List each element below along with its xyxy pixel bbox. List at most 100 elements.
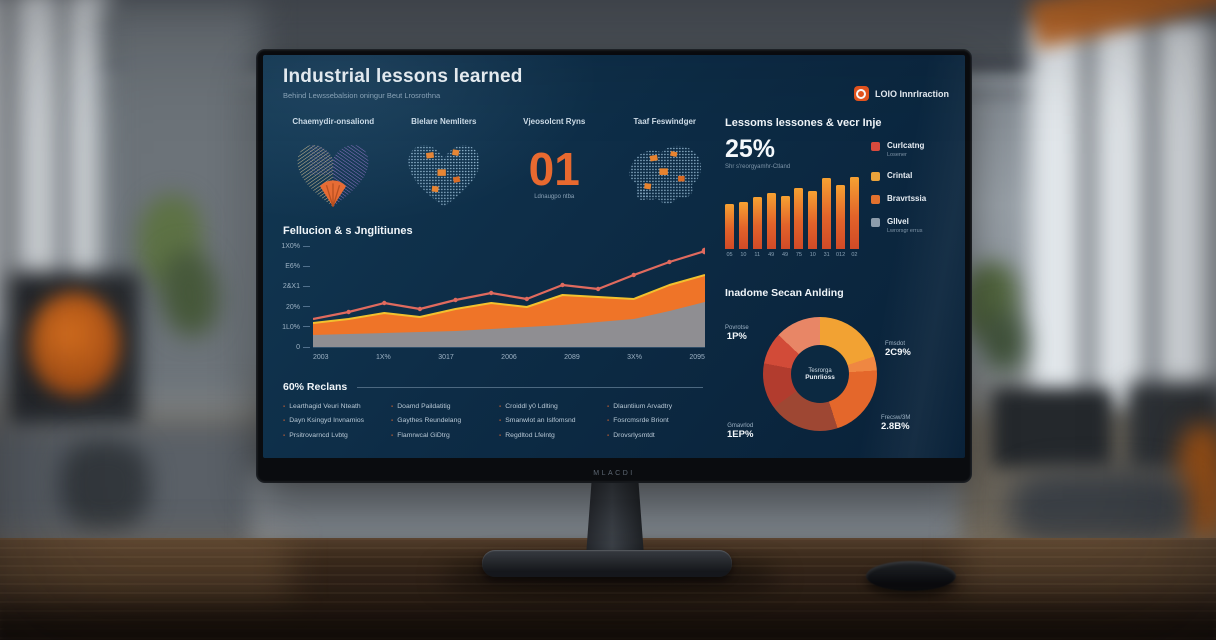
bar-chart-categories: 05 10 11 49 49 75 10 31 012 02: [725, 252, 859, 258]
stat-value: 25%: [725, 135, 776, 163]
region-item: - Regdltod Lfelntg: [499, 429, 595, 443]
region-item: - Doamd Paildatitig: [391, 400, 487, 414]
right-panel-title: Lessoms lessones & vecr Inje: [725, 117, 882, 129]
stat-col-dotted-heart: Blelare Nemliters: [394, 117, 495, 214]
logo-icon: [853, 86, 869, 101]
plant-left: [160, 250, 218, 336]
bar: [780, 196, 790, 249]
y-axis-tick: 20%: [286, 304, 310, 311]
legend-text: Curlcatng Losener: [887, 141, 924, 158]
window-right: [1030, 20, 1216, 410]
region-item-label: Croiddl y0 Ldlting: [505, 403, 558, 410]
legend-text: Crintal: [887, 171, 912, 180]
legend-item: Bravrtssia: [871, 194, 957, 204]
donut-label-value: 1P%: [726, 331, 747, 342]
bar: [794, 187, 804, 249]
desk-front-edge: [0, 600, 1216, 640]
region-item: - Prsitrovarncd Lvbtg: [283, 429, 379, 443]
x-axis-tick: 3017: [438, 354, 454, 361]
computer-mouse: [866, 561, 956, 591]
bullet-dash-icon: -: [499, 417, 502, 425]
donut-label-top-right: Fmsdot 2C9%: [885, 341, 911, 358]
bar: [766, 192, 776, 249]
bar-chart-block: 25% Shr s'reorgyamhr-Ctland 05 10 11 49 49 75…: [725, 137, 859, 258]
legend-label: Curlcatng: [887, 141, 925, 150]
logo: LOIO Innrlraction: [853, 86, 949, 101]
legend-label: Bravrtssia: [887, 194, 927, 203]
gray-area: [313, 302, 705, 347]
legend-item: Gllvel Lwrorsgr errus: [871, 217, 957, 234]
region-item-label: Dayn Ksingyd Invnamios: [289, 417, 365, 425]
trend-point: [524, 296, 529, 302]
bar-category-label: 02: [851, 252, 858, 258]
trend-point: [453, 297, 458, 303]
monitor-brand: MLACDI: [593, 470, 635, 477]
stat-col-label: Chaemydir-onsaliond: [292, 117, 375, 126]
donut-center: Tesrorga Punrlioss: [791, 345, 849, 403]
y-axis-tick: 1X0%: [281, 243, 310, 250]
region-item-label: Learthagid Veuri Nteath: [289, 403, 361, 410]
region-item-label: Prsitrovarncd Lvbtg: [289, 431, 348, 439]
region-item: - Dlauntiium Arvadtry: [607, 400, 703, 414]
bar: [849, 177, 859, 249]
background-monitor-right: [992, 388, 1112, 468]
region-item: - Croiddl y0 Ldlting: [499, 400, 595, 414]
monitor-stand-neck: [586, 478, 644, 556]
donut-label-value: 2.8B%: [881, 421, 910, 432]
region-item-label: Drovsrlysmtdt: [613, 431, 655, 439]
legend-item: Curlcatng Losener: [871, 141, 957, 158]
bullet-dash-icon: -: [391, 403, 394, 410]
donut-label-name: Povrotse: [725, 325, 749, 331]
bullet-dash-icon: -: [391, 431, 394, 439]
orange-screen-blob: [28, 292, 120, 396]
region-column: - Doamd Paildatitig - Gaythes Reundelang - Fl…: [391, 400, 487, 443]
yellow-edge-line: [313, 274, 705, 324]
bullet-dash-icon: -: [607, 431, 610, 439]
legend-label: Gllvel: [887, 217, 909, 226]
world-map-graphic: [615, 134, 716, 214]
bar: [822, 178, 832, 249]
dashboard-screen: Industrial lessons learned Behind Lewsse…: [263, 55, 965, 458]
area-chart: [313, 247, 705, 348]
trend-point: [346, 309, 351, 315]
trend-point: [489, 290, 494, 296]
donut-label-top-left: Povrotse 1P%: [725, 325, 749, 342]
bullet-dash-icon: -: [283, 431, 286, 439]
region-item-label: Fosrcmsrde Briont: [613, 417, 669, 425]
monitor-stand-base: [482, 550, 732, 577]
donut-chart-title: Inadome Secan Anlding: [725, 287, 844, 299]
donut-label-name: Frecsw/3M: [881, 415, 911, 421]
stat-caption: Shr s'reorgyamhr-Ctland: [725, 164, 791, 170]
bullet-dash-icon: -: [607, 403, 610, 410]
bar: [752, 197, 762, 249]
plant-right: [980, 310, 1026, 372]
dotted-world-map-icon: [629, 145, 701, 204]
x-axis-tick: 2089: [564, 354, 580, 361]
bar: [808, 191, 818, 249]
big-number-graphic: 01 Ldnaugpo ntba: [504, 134, 605, 214]
big-number-caption: Ldnaugpo ntba: [534, 193, 575, 200]
bar: [836, 184, 845, 249]
bar-category-label: 10: [809, 252, 816, 258]
y-axis-tick: E6%: [285, 263, 310, 270]
region-column: - Dlauntiium Arvadtry - Fosrcmsrde Briont - D…: [607, 400, 703, 443]
bullet-dash-icon: -: [283, 403, 286, 410]
legend-item: Crintal: [871, 171, 957, 181]
bullet-dash-icon: -: [499, 431, 502, 439]
donut-label-name: Fmsdot: [885, 341, 906, 347]
bar: [725, 204, 734, 249]
bar-category-label: 10: [740, 252, 747, 258]
stats-row: Chaemydir-onsaliond: [283, 117, 715, 214]
bar-category-label: 31: [823, 252, 830, 258]
bullet-dash-icon: -: [391, 417, 394, 425]
stat-col-label: Vjeosolcnt Ryns: [523, 117, 586, 126]
donut-chart-section: Inadome Secan Anlding Tesrorga Punrlioss…: [725, 287, 961, 458]
donut-chart-wrap: Tesrorga Punrlioss Povrotse 1P% Fmsdot 2C9%…: [725, 303, 961, 458]
y-axis-tick: 2&X1: [283, 283, 310, 290]
dotted-heart-map-icon: [408, 144, 480, 207]
bar-chart-bars: [725, 177, 859, 249]
feather-heart-icon: [297, 144, 369, 207]
legend-label: Crintal: [887, 171, 913, 180]
area-chart-x-axis: 2003 1X% 3017 2006 2089 3X% 2095: [313, 354, 705, 361]
logo-label: LOIO Innrlraction: [874, 88, 949, 99]
